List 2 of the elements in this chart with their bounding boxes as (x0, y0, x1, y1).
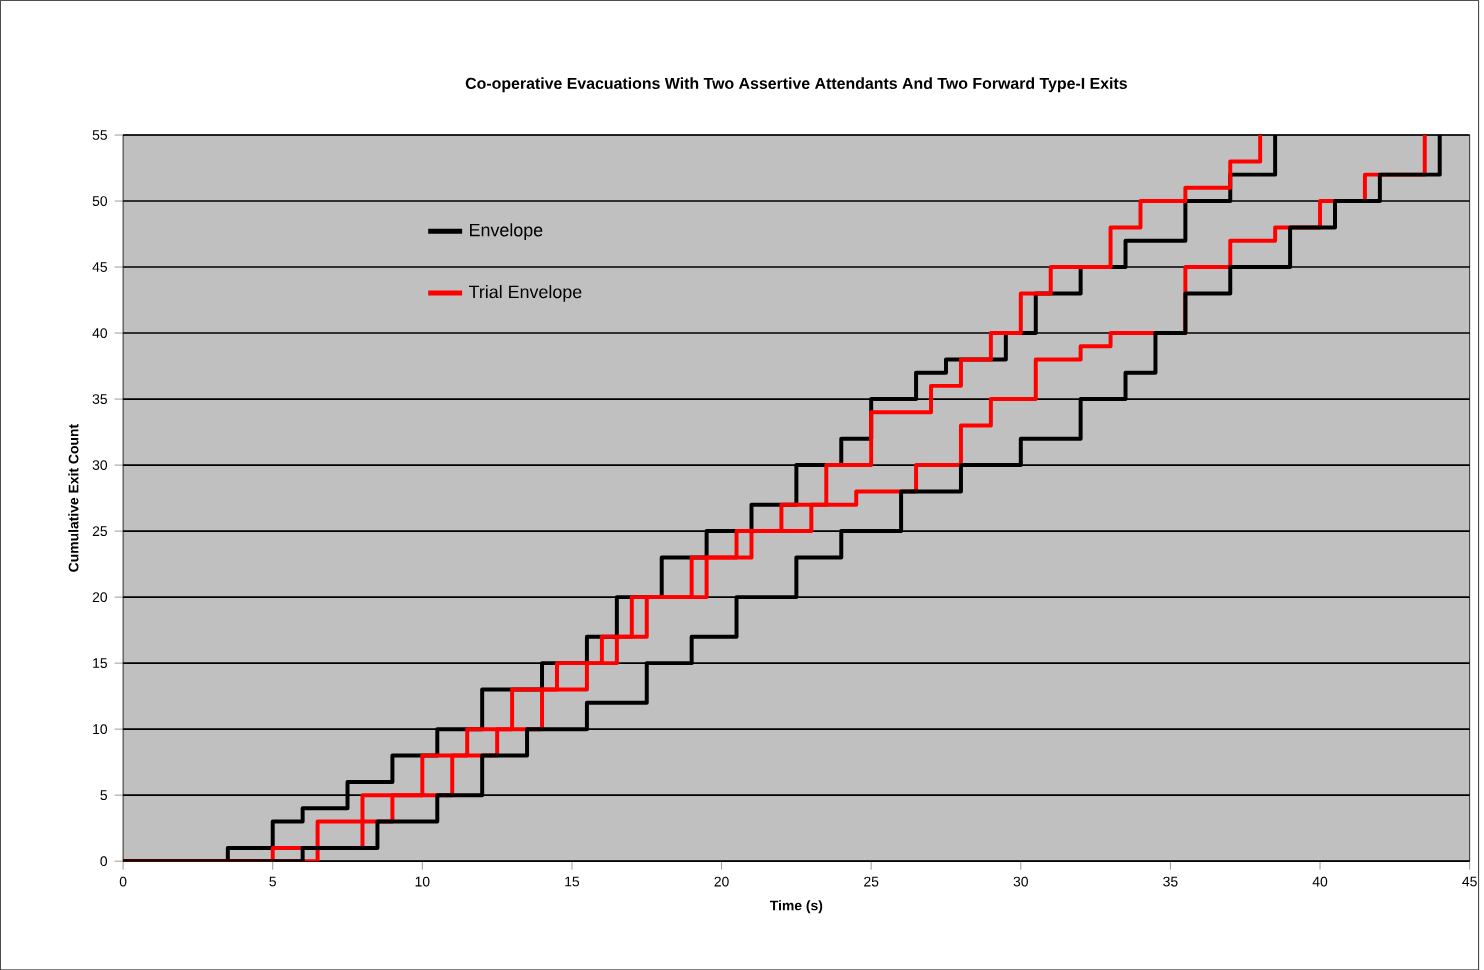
legend-label: Trial Envelope (468, 284, 582, 302)
legend-label: Envelope (470, 223, 543, 240)
